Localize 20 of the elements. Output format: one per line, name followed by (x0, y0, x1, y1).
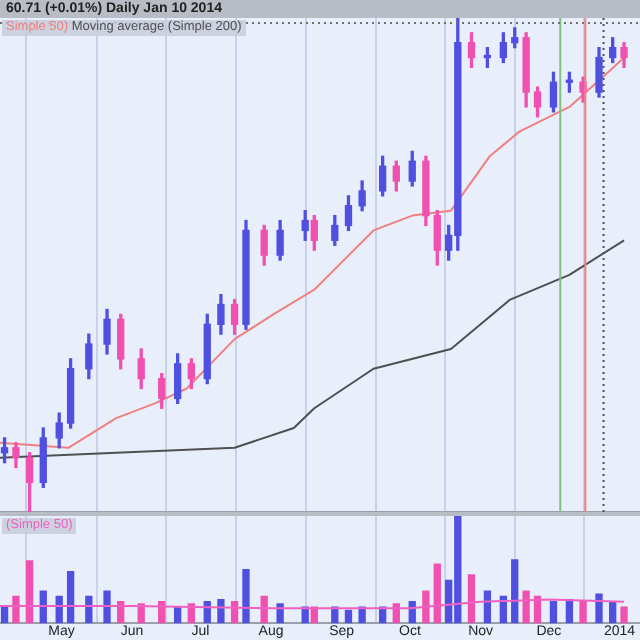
bar (549, 601, 558, 624)
bar (433, 563, 441, 624)
bar (522, 590, 530, 624)
bar (620, 606, 628, 624)
bar (276, 603, 284, 624)
bar (217, 598, 225, 624)
bar (422, 590, 430, 624)
bar (103, 590, 111, 624)
bar (0, 606, 9, 624)
bar (12, 595, 20, 624)
bar (344, 609, 353, 624)
bar (66, 571, 75, 624)
bar (511, 559, 519, 624)
bar (39, 590, 47, 624)
bar (467, 574, 476, 624)
bar (609, 601, 617, 624)
bar (483, 590, 492, 624)
bar (579, 601, 587, 624)
bar (242, 568, 250, 624)
bar (25, 560, 34, 624)
